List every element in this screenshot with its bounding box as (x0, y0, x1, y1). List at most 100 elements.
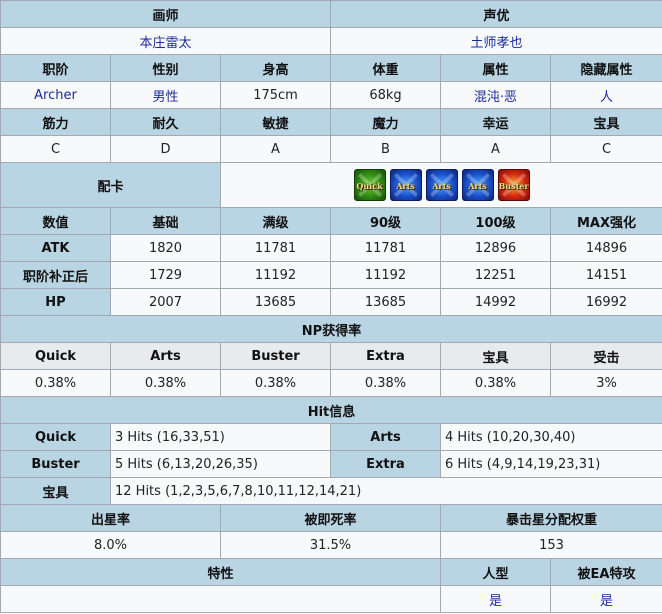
stars-value-row: 8.0% 31.5% 153 (0, 531, 662, 559)
height-value: 175cm (220, 81, 331, 109)
table-row: 职阶补正后 1729 11192 11192 12251 14151 (0, 261, 662, 289)
np-param-label: 宝具 (550, 108, 662, 136)
illustrator-cell: 本庄雷太 (0, 27, 331, 55)
hp-lv90: 13685 (330, 288, 441, 316)
hits-row: Quick 3 Hits (16,33,51) Arts 4 Hits (10,… (0, 423, 662, 451)
class-link[interactable]: Archer (34, 87, 77, 103)
stats-header-lv100: 100级 (440, 207, 551, 235)
atk-label: ATK (0, 234, 111, 262)
stats-header-label: 数值 (0, 207, 111, 235)
hits-buster-label: Buster (0, 450, 111, 478)
weight-value: 68kg (330, 81, 441, 109)
hp-max: 13685 (220, 288, 331, 316)
corrected-lv100: 12251 (440, 261, 551, 289)
arts-card-icon: Arts (425, 169, 458, 201)
table-row: HP 2007 13685 13685 14992 16992 (0, 288, 662, 316)
corrected-base: 1729 (110, 261, 221, 289)
hits-arts-label: Arts (330, 423, 441, 451)
endurance-label: 耐久 (110, 108, 221, 136)
np-gain-quick-value: 0.38% (0, 369, 111, 397)
traits-header-row: 特性 人型 被EA特攻 (0, 558, 662, 586)
humanoid-cell: 是 (440, 585, 551, 613)
weight-label: 体重 (330, 54, 441, 82)
np-gain-header-row: Quick Arts Buster Extra 宝具 受击 (0, 342, 662, 370)
atk-max-fou: 14896 (550, 234, 662, 262)
stats-header-row: 数值 基础 满级 90级 100级 MAX强化 (0, 207, 662, 235)
traits-label: 特性 (0, 558, 441, 586)
hidden-attribute-cell: 人 (550, 81, 662, 109)
deck-row: 配卡 Quick Arts Arts Arts Buster (0, 162, 662, 208)
hp-label: HP (0, 288, 111, 316)
arts-card-icon: Arts (389, 169, 422, 201)
stars-header-row: 出星率 被即死率 暴击星分配权重 (0, 504, 662, 532)
stats-header-max-fou: MAX强化 (550, 207, 662, 235)
corrected-max-fou: 14151 (550, 261, 662, 289)
traits-value (0, 585, 441, 613)
hidden-attribute-label: 隐藏属性 (550, 54, 662, 82)
hidden-attribute-link[interactable]: 人 (599, 89, 613, 105)
class-label: 职阶 (0, 54, 111, 82)
hits-np-value: 12 Hits (1,2,3,5,6,7,8,10,11,12,14,21) (110, 477, 662, 505)
star-weight-value: 153 (440, 531, 662, 559)
voice-actor-link[interactable]: 土师孝也 (470, 35, 523, 51)
alignment-cell: 混沌·恶 (440, 81, 551, 109)
hits-quick-value: 3 Hits (16,33,51) (110, 423, 331, 451)
np-gain-arts-value: 0.38% (110, 369, 221, 397)
mana-label: 魔力 (330, 108, 441, 136)
endurance-value: D (110, 135, 221, 163)
gender-cell: 男性 (110, 81, 221, 109)
star-gen-value: 8.0% (0, 531, 221, 559)
humanoid-label: 人型 (440, 558, 551, 586)
hits-title: Hit信息 (0, 396, 662, 424)
np-gain-arts-label: Arts (110, 342, 221, 370)
ea-weak-link[interactable]: 是 (599, 593, 613, 609)
death-rate-label: 被即死率 (220, 504, 441, 532)
np-gain-extra-label: Extra (330, 342, 441, 370)
ea-weak-label: 被EA特攻 (550, 558, 662, 586)
profile-header-row: 画师 声优 (0, 0, 662, 28)
np-gain-defense-value: 3% (550, 369, 662, 397)
hits-extra-value: 6 Hits (4,9,14,19,23,31) (440, 450, 662, 478)
luck-label: 幸运 (440, 108, 551, 136)
hp-base: 2007 (110, 288, 221, 316)
gender-label: 性别 (110, 54, 221, 82)
quick-card-icon: Quick (353, 169, 386, 201)
height-label: 身高 (220, 54, 331, 82)
class-cell: Archer (0, 81, 111, 109)
np-gain-defense-label: 受击 (550, 342, 662, 370)
np-gain-title-row: NP获得率 (0, 315, 662, 343)
star-weight-label: 暴击星分配权重 (440, 504, 662, 532)
gender-link[interactable]: 男性 (152, 89, 179, 105)
illustrator-link[interactable]: 本庄雷太 (139, 35, 192, 51)
hits-row: 宝具 12 Hits (1,2,3,5,6,7,8,10,11,12,14,21… (0, 477, 662, 505)
alignment-link[interactable]: 混沌·恶 (473, 89, 518, 105)
np-param-value: C (550, 135, 662, 163)
agility-label: 敏捷 (220, 108, 331, 136)
table-row: ATK 1820 11781 11781 12896 14896 (0, 234, 662, 262)
atk-max: 11781 (220, 234, 331, 262)
buster-card-icon: Buster (497, 169, 530, 201)
np-gain-title: NP获得率 (0, 315, 662, 343)
atk-base: 1820 (110, 234, 221, 262)
hp-lv100: 14992 (440, 288, 551, 316)
hits-title-row: Hit信息 (0, 396, 662, 424)
np-gain-np-value: 0.38% (440, 369, 551, 397)
luck-value: A (440, 135, 551, 163)
deck-label: 配卡 (0, 162, 221, 208)
class-corrected-label: 职阶补正后 (0, 261, 111, 289)
hits-extra-label: Extra (330, 450, 441, 478)
np-gain-buster-value: 0.38% (220, 369, 331, 397)
humanoid-link[interactable]: 是 (488, 593, 502, 609)
hits-quick-label: Quick (0, 423, 111, 451)
hits-np-label: 宝具 (0, 477, 111, 505)
alignment-label: 属性 (440, 54, 551, 82)
hp-max-fou: 16992 (550, 288, 662, 316)
hits-row: Buster 5 Hits (6,13,20,26,35) Extra 6 Hi… (0, 450, 662, 478)
voice-actor-cell: 土师孝也 (330, 27, 662, 55)
np-gain-buster-label: Buster (220, 342, 331, 370)
strength-value: C (0, 135, 111, 163)
basic-value-row: Archer 男性 175cm 68kg 混沌·恶 人 (0, 81, 662, 109)
ea-weak-cell: 是 (550, 585, 662, 613)
corrected-max: 11192 (220, 261, 331, 289)
